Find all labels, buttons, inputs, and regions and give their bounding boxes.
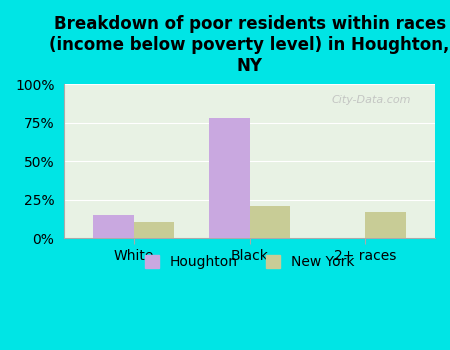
Legend: Houghton, New York: Houghton, New York [140, 250, 360, 275]
Bar [365, 212, 406, 238]
Bar [250, 206, 290, 238]
Bar [209, 118, 250, 238]
Bar [93, 215, 134, 238]
Text: City-Data.com: City-Data.com [331, 95, 411, 105]
Title: Breakdown of poor residents within races
(income below poverty level) in Houghto: Breakdown of poor residents within races… [50, 15, 450, 75]
Bar [134, 222, 174, 238]
